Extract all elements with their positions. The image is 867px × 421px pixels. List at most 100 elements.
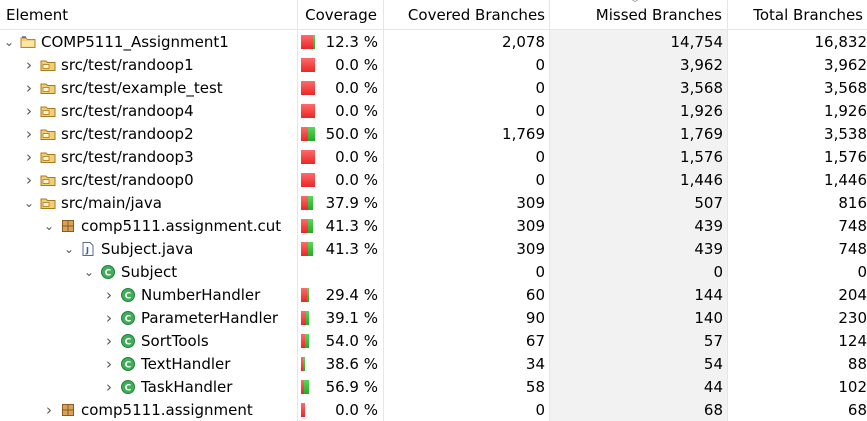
total-branches-cell: 16,832 — [814, 32, 867, 51]
coverage-bar — [301, 57, 315, 72]
table-row[interactable]: ⌄ J Subject.java 41.3 % 309 439 748 — [0, 237, 867, 260]
chevron-right-icon[interactable]: › — [26, 78, 32, 97]
element-name: TaskHandler — [141, 377, 233, 396]
covered-branches-cell: 309 — [384, 191, 550, 214]
coverage-bar-missed — [301, 310, 306, 325]
missed-branches-cell: 3,962 — [550, 53, 728, 76]
missed-branches-cell: 1,769 — [550, 122, 728, 145]
column-header-total-branches[interactable]: Total Branches — [753, 5, 863, 24]
coverage-cell: 54.0 % — [298, 329, 384, 352]
element-name: src/main/java — [61, 193, 162, 212]
chevron-down-icon[interactable]: ⌄ — [63, 241, 75, 256]
table-row[interactable]: ⌄ C Subject 0 0 0 — [0, 260, 867, 283]
table-row[interactable]: › C TaskHandler 56.9 % 58 44 102 — [0, 375, 867, 398]
column-header-coverage[interactable]: Coverage — [298, 0, 384, 29]
coverage-bar-missed — [301, 80, 315, 95]
element-cell: › comp5111.assignment — [0, 398, 298, 421]
coverage-cell: 0.0 % — [298, 168, 384, 191]
element-name: src/test/randoop2 — [61, 124, 194, 143]
table-row[interactable]: › comp5111.assignment 0.0 % 0 68 68 — [0, 398, 867, 421]
coverage-bar-covered — [306, 310, 309, 325]
table-body: ⌄ COMP5111_Assignment1 12.3 % 2,078 14,754 16… — [0, 30, 867, 421]
chevron-right-icon[interactable]: › — [26, 55, 32, 74]
table-row[interactable]: › src/test/randoop0 0.0 % 0 1,446 1,446 — [0, 168, 867, 191]
column-header-missed-branches[interactable]: ﹀ Missed Branches — [550, 0, 728, 29]
element-cell: ⌄ COMP5111_Assignment1 — [0, 30, 298, 53]
table-row[interactable]: ⌄ COMP5111_Assignment1 12.3 % 2,078 14,754 16… — [0, 30, 867, 53]
total-branches-cell: 88 — [847, 354, 867, 373]
coverage-cell: 37.9 % — [298, 191, 384, 214]
column-header-covered-branches[interactable]: Covered Branches — [384, 0, 550, 29]
missed-branches-cell: 54 — [550, 352, 728, 375]
chevron-right-icon[interactable]: › — [106, 308, 112, 327]
chevron-right-icon[interactable]: › — [106, 285, 112, 304]
coverage-bar — [301, 126, 315, 141]
coverage-value: 54.0 % — [325, 331, 378, 350]
coverage-bar-missed — [301, 149, 315, 164]
covered-branches-cell: 60 — [384, 283, 550, 306]
missed-branches-cell: 68 — [550, 398, 728, 421]
coverage-bar-covered — [305, 333, 309, 348]
covered-branches-cell: 90 — [384, 306, 550, 329]
chevron-right-icon[interactable]: › — [106, 331, 112, 350]
java-file-icon: J — [80, 241, 96, 257]
coverage-bar-missed — [301, 126, 308, 141]
coverage-value: 0.0 % — [335, 400, 378, 419]
table-row[interactable]: › src/test/randoop2 50.0 % 1,769 1,769 3,538 — [0, 122, 867, 145]
table-row[interactable]: ⌄ src/main/java 37.9 % 309 507 816 — [0, 191, 867, 214]
table-row[interactable]: › src/test/randoop4 0.0 % 0 1,926 1,926 — [0, 99, 867, 122]
chevron-right-icon[interactable]: › — [26, 101, 32, 120]
coverage-value: 41.3 % — [325, 216, 378, 235]
total-branches-cell: 124 — [838, 331, 867, 350]
coverage-bar — [301, 402, 305, 417]
coverage-cell: 12.3 % — [298, 30, 384, 53]
table-row[interactable]: › C SortTools 54.0 % 67 57 124 — [0, 329, 867, 352]
element-cell: › src/test/example_test — [0, 76, 298, 99]
coverage-value: 0.0 % — [335, 55, 378, 74]
missed-branches-cell: 1,446 — [550, 168, 728, 191]
coverage-bar — [301, 218, 313, 233]
coverage-cell: 50.0 % — [298, 122, 384, 145]
coverage-bar-covered — [308, 126, 315, 141]
coverage-bar-missed — [301, 34, 313, 49]
chevron-down-icon[interactable]: ⌄ — [83, 264, 95, 279]
table-row[interactable]: › C NumberHandler 29.4 % 60 144 204 — [0, 283, 867, 306]
chevron-down-icon[interactable]: ⌄ — [23, 195, 35, 210]
sort-descending-icon: ﹀ — [630, 0, 640, 10]
coverage-cell: 39.1 % — [298, 306, 384, 329]
column-header-element[interactable]: Element — [0, 0, 298, 29]
table-row[interactable]: › src/test/randoop1 0.0 % 0 3,962 3,962 — [0, 53, 867, 76]
missed-branches-cell: 507 — [550, 191, 728, 214]
chevron-right-icon[interactable]: › — [26, 170, 32, 189]
missed-branches-cell: 0 — [550, 260, 728, 283]
class-icon: C — [120, 287, 136, 303]
chevron-down-icon[interactable]: ⌄ — [3, 34, 15, 49]
coverage-bar-covered — [303, 356, 305, 371]
covered-branches-cell: 0 — [384, 145, 550, 168]
coverage-bar-missed — [301, 287, 307, 302]
table-row[interactable]: › C TextHandler 38.6 % 34 54 88 — [0, 352, 867, 375]
coverage-value: 39.1 % — [325, 308, 378, 327]
coverage-cell: 0.0 % — [298, 76, 384, 99]
svg-text:C: C — [105, 268, 112, 278]
table-row[interactable]: › C ParameterHandler 39.1 % 90 140 230 — [0, 306, 867, 329]
chevron-down-icon[interactable]: ⌄ — [43, 218, 55, 233]
source-folder-icon — [40, 57, 56, 73]
covered-branches-cell: 58 — [384, 375, 550, 398]
covered-branches-cell: 0 — [384, 76, 550, 99]
chevron-right-icon[interactable]: › — [46, 400, 52, 419]
coverage-bar — [301, 172, 315, 187]
chevron-right-icon[interactable]: › — [106, 354, 112, 373]
coverage-bar-missed — [301, 103, 315, 118]
missed-branches-cell: 140 — [550, 306, 728, 329]
covered-branches-cell: 0 — [384, 99, 550, 122]
table-row[interactable]: ⌄ comp5111.assignment.cut 41.3 % 309 439 748 — [0, 214, 867, 237]
chevron-right-icon[interactable]: › — [26, 124, 32, 143]
table-row[interactable]: › src/test/randoop3 0.0 % 0 1,576 1,576 — [0, 145, 867, 168]
element-cell: › C TaskHandler — [0, 375, 298, 398]
table-row[interactable]: › src/test/example_test 0.0 % 0 3,568 3,568 — [0, 76, 867, 99]
chevron-right-icon[interactable]: › — [26, 147, 32, 166]
coverage-bar-covered — [308, 195, 313, 210]
chevron-right-icon[interactable]: › — [106, 377, 112, 396]
class-icon: C — [120, 356, 136, 372]
